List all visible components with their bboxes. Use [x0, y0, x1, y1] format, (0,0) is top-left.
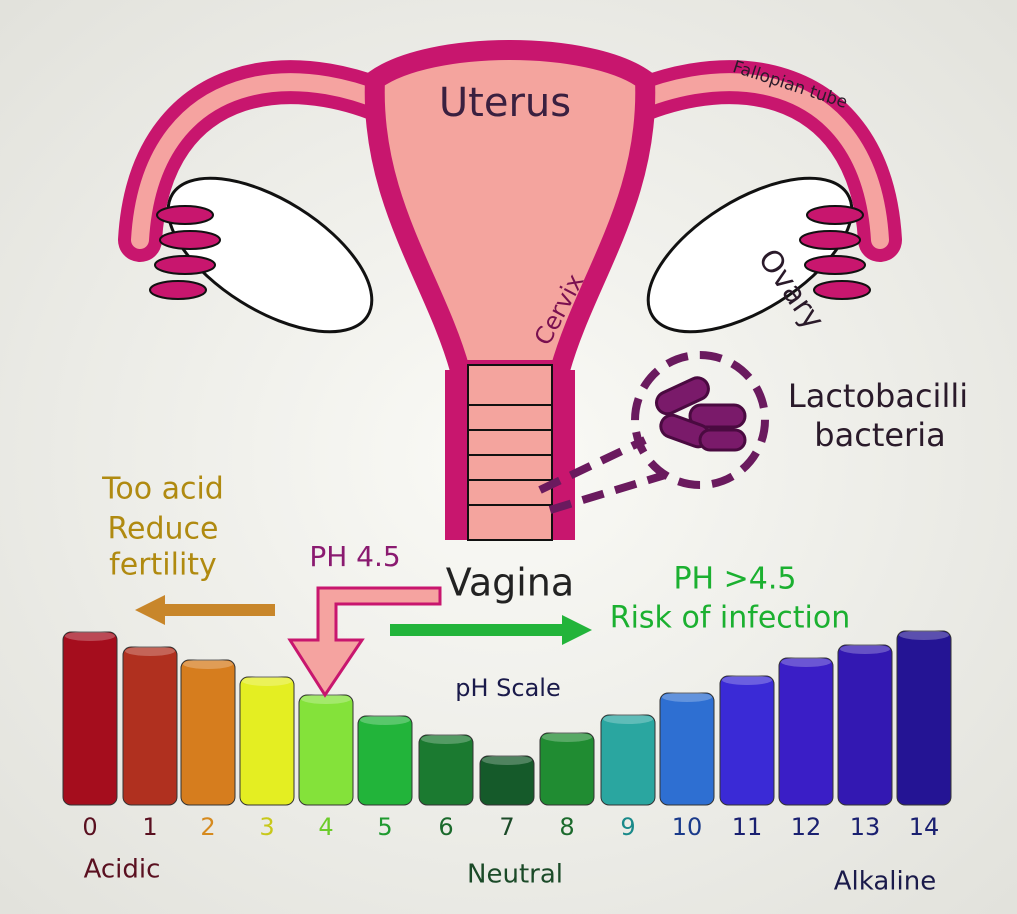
ph-bar-top: [242, 676, 292, 686]
ph-bar: [62, 631, 118, 806]
alkaline-label: Alkaline: [834, 867, 936, 897]
normal-ph-arrow: [287, 586, 442, 698]
bacteria-label: Lactobacilli: [788, 377, 968, 415]
ph-bar-top: [301, 694, 351, 704]
ph-level-label: 13: [850, 813, 881, 841]
ph-level-label: 3: [259, 813, 274, 841]
ovary-right: [646, 176, 854, 334]
ph-level-label: 0: [82, 813, 97, 841]
ph-bar-top: [899, 630, 949, 640]
ph-level-label: 6: [438, 813, 453, 841]
bacteria-label: bacteria: [814, 416, 945, 454]
ph-scale-title: pH Scale: [455, 674, 560, 702]
infection-arrow: [390, 615, 592, 645]
normal-ph-label: PH 4.5: [309, 540, 400, 573]
ph-level-label: 10: [672, 813, 703, 841]
ph-bar-top: [840, 644, 890, 654]
ph-bar-top: [125, 646, 175, 656]
acid-note: Reduce: [108, 512, 219, 547]
high-ph-label: Risk of infection: [610, 601, 851, 636]
vagina-label: Vagina: [446, 561, 574, 605]
acid-note: Too acid: [101, 472, 224, 507]
ph-bar: [896, 630, 952, 806]
ph-level-label: 8: [559, 813, 574, 841]
fimbriae: [149, 205, 871, 300]
uterus-body: [364, 40, 656, 380]
vagina-walls: [445, 370, 575, 540]
ph-level-label: 7: [499, 813, 514, 841]
ph-bar: [600, 714, 656, 806]
acid-arrow: [135, 595, 275, 625]
ph-bar-top: [781, 657, 831, 667]
ph-bar-top: [662, 692, 712, 702]
ph-level-label: 4: [318, 813, 333, 841]
ph-level-label: 11: [732, 813, 763, 841]
ph-bar: [719, 675, 775, 806]
ph-level-label: 1: [142, 813, 157, 841]
ph-level-label: 9: [620, 813, 635, 841]
ph-bar-top: [65, 631, 115, 641]
ph-bar: [418, 734, 474, 806]
high-ph-label: PH >4.5: [673, 562, 796, 597]
ph-level-label: 2: [200, 813, 215, 841]
ph-bar-top: [603, 714, 653, 724]
acidic-label: Acidic: [84, 855, 161, 885]
ph-level-label: 12: [791, 813, 822, 841]
uterus-label: Uterus: [439, 80, 571, 126]
ph-level-label: 5: [377, 813, 392, 841]
ph-bar: [539, 732, 595, 806]
ph-bar-top: [360, 715, 410, 725]
ph-bar: [298, 694, 354, 806]
ph-bar: [837, 644, 893, 806]
ph-bar: [659, 692, 715, 806]
acid-note: fertility: [109, 548, 217, 583]
ph-bar-top: [183, 659, 233, 669]
ovary-left: [166, 176, 374, 334]
bacteria-rods: [654, 376, 747, 452]
neutral-label: Neutral: [467, 860, 563, 890]
ph-level-label: 14: [909, 813, 940, 841]
bacteria-callout: [538, 351, 769, 514]
ph-bar-top: [421, 734, 471, 744]
ph-bar-top: [722, 675, 772, 685]
ph-bar: [180, 659, 236, 806]
ph-bar: [357, 715, 413, 806]
ph-bar-top: [482, 755, 532, 765]
vagina-rugae: [468, 404, 552, 506]
ph-bar: [479, 755, 535, 806]
ph-bar-top: [542, 732, 592, 742]
vagina-canal: [467, 364, 553, 541]
ph-bar: [122, 646, 178, 806]
ph-bar: [239, 676, 295, 806]
ph-bar: [778, 657, 834, 806]
